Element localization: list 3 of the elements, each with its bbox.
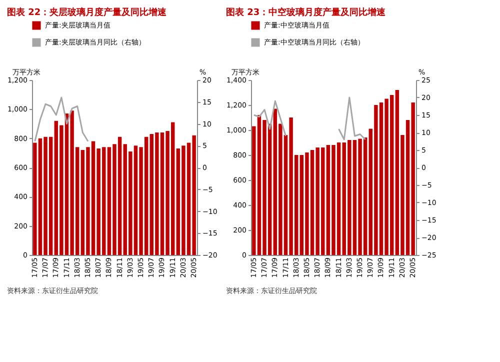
line-series <box>34 96 89 142</box>
chart-title: 图表 22：夹层玻璃月度产量及同比增速 <box>6 7 168 18</box>
chart-title: 图表 23：中空玻璃月度产量及同比增速 <box>226 7 387 18</box>
